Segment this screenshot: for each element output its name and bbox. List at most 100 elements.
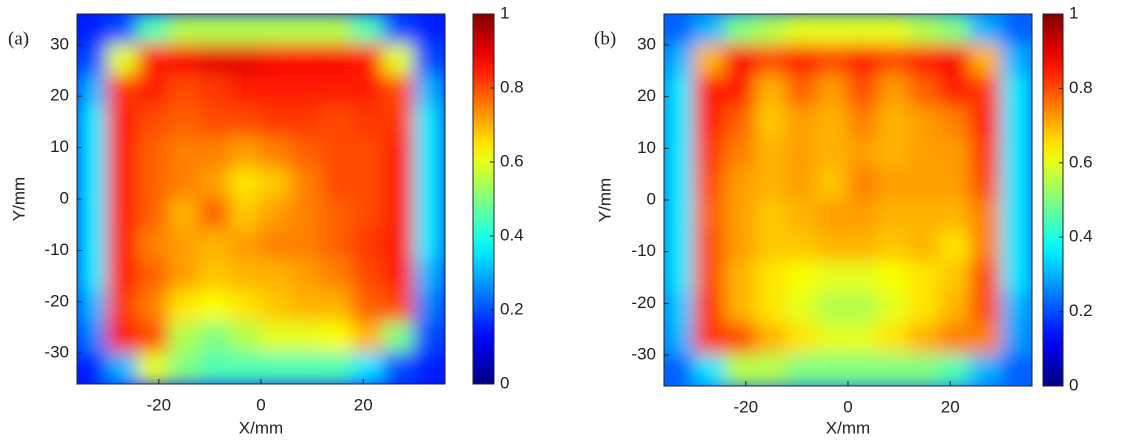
heatmap-cell [290,352,324,384]
heatmap-cell [1000,137,1032,170]
heatmap-cell [382,136,416,170]
heatmap-cell [1000,261,1032,294]
heatmap-cell [939,230,972,263]
heatmap-cell [755,292,788,325]
heatmap-cell [724,230,757,263]
heatmap-cell [755,44,788,77]
heatmap-cell [664,230,696,263]
heatmap-cell [352,43,385,77]
heatmap-cell [290,228,324,262]
heatmap-cell [724,199,757,232]
heatmap-cell [785,137,819,170]
heatmap-cell [198,228,232,262]
heatmap-cell [413,352,445,384]
heatmap-cell [77,321,109,355]
x-tick-label: 20 [941,397,960,416]
heatmap-cell [413,259,445,293]
heatmap-cell [755,168,788,201]
heatmap-cell [260,14,293,46]
heatmap-cell [321,14,354,46]
heatmap-cell [260,352,293,384]
heatmap-cell [908,44,941,77]
heatmap-cell [106,136,140,170]
heatmap-cell [321,321,354,355]
y-axis-label: Y/mm [9,177,28,221]
heatmap-cell [77,14,109,46]
heatmap-cell [664,261,696,294]
heatmap-cell [693,168,727,201]
heatmap-cell [77,136,109,170]
heatmap-cell [382,352,416,384]
heatmap-cell [413,105,445,139]
heatmap-cell [229,136,262,170]
heatmap-cell [168,290,201,324]
panel-label: (b) [594,28,616,49]
heatmap-cell [877,137,911,170]
heatmap-cell [413,167,445,200]
heatmap-cell [969,323,1003,356]
heatmap-cell [321,105,354,139]
y-axis-label: Y/mm [595,178,614,222]
heatmap-cell [847,168,880,201]
heatmap-cell [693,323,727,356]
heatmap-cell [321,43,354,77]
heatmap-cell [908,292,941,325]
heatmap-cell [847,14,880,46]
heatmap-cell [847,261,880,294]
heatmap-cell [908,137,941,170]
heatmap-cell [816,75,849,108]
heatmap-cell [260,290,293,324]
heatmap-cell [693,230,727,263]
heatmap-cell [908,199,941,232]
heatmap-cell [260,43,293,77]
heatmap-cell [137,321,170,355]
heatmap-cell [260,136,293,170]
heatmap-cell [693,75,727,108]
heatmap-cell [1000,44,1032,77]
heatmap-cell [106,352,140,384]
heatmap-cell [290,198,324,231]
heatmap-cell [168,321,201,355]
heatmap-cell [664,354,696,386]
heatmap-cell [724,168,757,201]
heatmap-cell [382,198,416,231]
y-tick-label: -30 [631,344,656,363]
heatmap-cell [290,321,324,355]
heatmap-cell [693,137,727,170]
heatmap-cell [908,106,941,139]
heatmap-cell [877,199,911,232]
heatmap-cell [382,321,416,355]
heatmap-cell [229,198,262,231]
heatmap-cell [77,74,109,108]
heatmap-cell [877,44,911,77]
heatmap-cell [908,354,941,386]
heatmap-cell [290,290,324,324]
heatmap-cell [413,43,445,77]
heatmap-cell [969,137,1003,170]
heatmap-cell [352,74,385,108]
heatmap-cell [847,292,880,325]
heatmap-cell [1000,323,1032,356]
colorbar-tick-label: 0.4 [500,225,524,244]
heatmap-cell [198,14,232,46]
y-tick-label: -30 [44,343,69,362]
heatmap-cell [693,14,727,46]
heatmap-cell [382,228,416,262]
heatmap-cell [352,14,385,46]
heatmap-cell [785,323,819,356]
heatmap-cell [664,292,696,325]
heatmap-cell [229,167,262,200]
heatmap-cell [137,167,170,200]
heatmap-cell [939,323,972,356]
heatmap-cell [198,259,232,293]
heatmap-cell [413,228,445,262]
heatmap-cell [969,168,1003,201]
heatmap-cell [229,228,262,262]
x-axis-label: X/mm [826,418,870,437]
heatmap-cell [816,292,849,325]
heatmap-cell [664,168,696,201]
heatmap-cell [198,43,232,77]
heatmap-cell [229,352,262,384]
heatmap-cell [137,43,170,77]
colorbar-tick-label: 0 [1069,375,1078,394]
